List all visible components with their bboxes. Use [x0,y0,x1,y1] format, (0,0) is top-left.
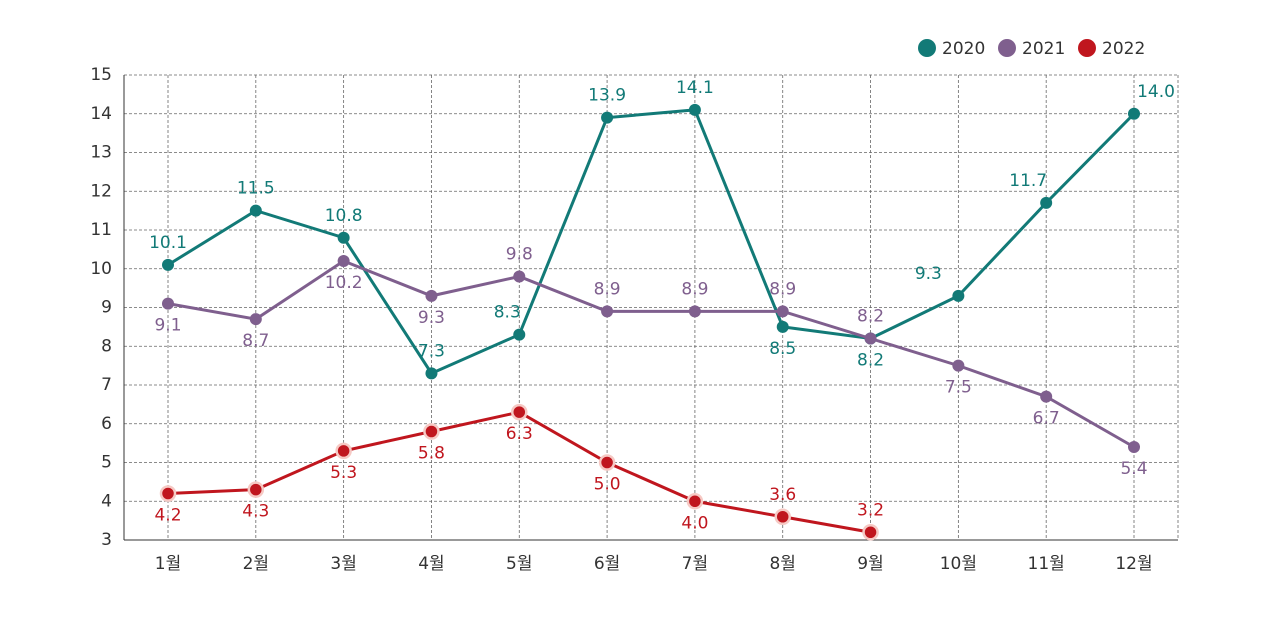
y-tick-label: 5 [101,453,112,473]
data-label: 4.3 [242,502,269,522]
x-tick-label: 8월 [769,554,795,574]
data-label: 3.2 [857,500,884,520]
data-label: 5.8 [418,444,445,464]
y-tick-label: 7 [101,375,112,395]
data-label: 6.3 [506,424,533,444]
data-label: 3.6 [769,485,796,505]
legend-label: 2022 [1102,39,1145,59]
y-tick-label: 9 [101,298,112,318]
data-point [862,524,879,541]
x-tick-label: 10월 [940,554,977,574]
data-point [249,204,262,217]
data-point [952,359,965,372]
data-label: 8.5 [769,339,796,359]
data-label: 9.8 [506,245,533,265]
data-label: 11.5 [237,179,275,199]
data-point [686,493,704,510]
x-tick-label: 12월 [1115,554,1152,574]
data-point [601,111,614,124]
data-point [337,231,350,244]
x-tick-label: 7월 [682,554,708,574]
data-label: 13.9 [588,86,626,106]
data-point [337,255,350,267]
y-tick-label: 12 [90,181,112,201]
x-tick-label: 5월 [506,554,532,574]
y-tick-label: 6 [101,414,112,434]
legend-marker [998,39,1016,57]
data-label: 6.7 [1033,409,1060,429]
legend-label: 2021 [1022,39,1065,59]
data-point [1040,196,1053,209]
data-label: 8.3 [494,303,521,323]
data-point [598,454,616,471]
data-point [423,423,440,440]
data-label: 8.9 [681,279,708,299]
data-point [952,289,965,302]
data-point [425,289,438,302]
series-line [167,108,1136,376]
legend-label: 2020 [942,39,985,59]
data-label: 8.9 [594,279,621,299]
data-point [247,481,265,498]
y-tick-label: 3 [101,530,112,550]
data-point [776,305,789,318]
data-label: 5.0 [594,475,621,495]
y-tick-label: 10 [90,259,112,279]
data-point [776,320,789,333]
data-point [1128,441,1140,453]
series-line [167,259,1135,449]
data-label: 9.1 [154,316,181,336]
x-tick-label: 9월 [857,554,883,574]
legend-marker [918,39,936,57]
data-label: 14.1 [676,78,714,98]
x-tick-label: 4월 [418,554,444,574]
data-label: 10.8 [325,206,363,226]
data-label: 10.1 [149,233,187,253]
x-tick-label: 2월 [243,554,269,574]
data-point [1128,107,1140,120]
x-tick-label: 3월 [330,554,356,574]
data-point [601,305,614,318]
x-tick-label: 6월 [594,554,620,574]
data-label: 8.7 [242,331,269,351]
data-point [688,103,701,116]
data-point [688,305,701,318]
y-tick-label: 14 [90,104,112,124]
data-point [162,258,174,271]
y-tick-label: 13 [90,143,112,163]
data-label: 5.3 [330,463,357,483]
data-label: 10.2 [325,273,363,293]
data-label: 14.0 [1137,82,1175,102]
data-label: 9.3 [418,308,445,328]
y-tick-label: 15 [90,65,112,85]
data-point [249,313,262,326]
y-tick-label: 4 [101,491,112,511]
data-label: 5.4 [1120,459,1147,479]
data-label: 8.9 [769,279,796,299]
data-point [425,367,438,380]
data-label: 11.7 [1009,171,1047,191]
data-point [774,508,791,525]
y-tick-label: 8 [101,336,112,356]
data-point [159,485,177,502]
x-tick-label: 1월 [155,554,181,574]
data-point [162,297,174,310]
x-tick-label: 11월 [1028,554,1065,574]
data-point [335,442,352,460]
data-label: 9.3 [915,264,942,284]
data-point [864,332,877,345]
data-label: 4.2 [154,506,181,526]
data-label: 7.5 [945,378,972,398]
data-point [511,403,528,421]
legend-marker [1078,39,1096,57]
data-point [513,270,526,283]
data-label: 8.2 [857,351,884,371]
data-point [513,328,526,341]
data-label: 4.0 [681,513,708,533]
data-label: 7.3 [418,341,445,361]
y-tick-label: 11 [90,220,112,240]
data-point [1040,390,1053,403]
data-label: 8.2 [857,307,884,327]
